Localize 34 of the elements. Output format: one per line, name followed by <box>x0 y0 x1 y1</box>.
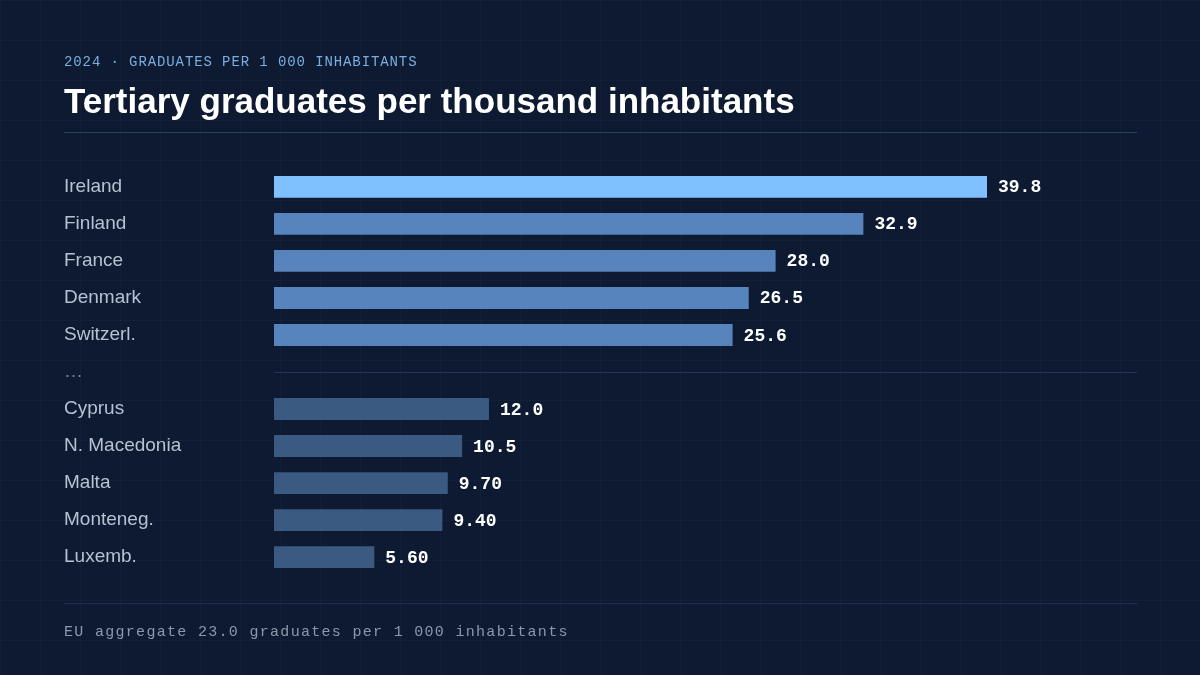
y-tick-label: Monteneg. <box>64 508 154 530</box>
y-tick-label: Denmark <box>64 286 142 308</box>
bar <box>274 509 443 531</box>
y-tick-label: Malta <box>64 471 111 493</box>
bar <box>274 213 864 235</box>
data-label: 25.6 <box>743 325 787 346</box>
data-label: 10.5 <box>473 436 517 457</box>
bar <box>274 324 733 346</box>
y-tick-label: N. Macedonia <box>64 434 182 456</box>
data-label: 39.8 <box>998 177 1042 198</box>
y-tick-label: … <box>64 360 83 382</box>
bar <box>274 398 489 420</box>
data-label: 12.0 <box>499 399 544 420</box>
y-tick-label: Cyprus <box>64 397 125 419</box>
y-tick-label: Luxemb. <box>64 545 137 567</box>
data-label: 9.40 <box>453 510 497 531</box>
y-tick-label: France <box>64 249 124 271</box>
y-tick-label: Finland <box>64 212 127 234</box>
data-label: 28.0 <box>786 251 830 272</box>
text: EU aggregate 23.0 graduates per 1 000 inhabitants <box>64 624 569 641</box>
bar <box>274 435 463 457</box>
bar <box>274 250 776 272</box>
bar <box>274 287 749 309</box>
bar <box>274 175 987 198</box>
data-label: 32.9 <box>874 214 918 235</box>
chart-subtitle: 2024 · GRADUATES PER 1 000 INHABITANTS <box>64 54 418 70</box>
y-tick-label: Switzerl. <box>64 323 136 345</box>
bar <box>274 472 448 494</box>
data-label: 5.60 <box>385 547 429 568</box>
data-label: 9.70 <box>458 473 502 494</box>
y-tick-label: Ireland <box>64 175 123 197</box>
chart-title: Tertiary graduates per thousand inhabitants <box>64 81 795 121</box>
data-label: 26.5 <box>759 288 803 309</box>
bar <box>274 546 375 569</box>
